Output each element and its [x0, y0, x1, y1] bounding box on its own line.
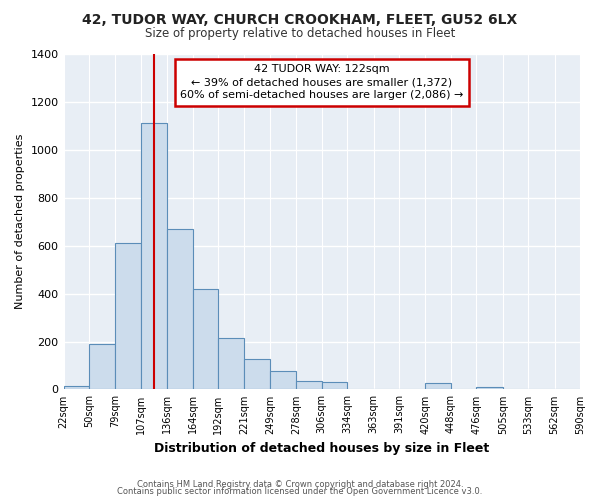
X-axis label: Distribution of detached houses by size in Fleet: Distribution of detached houses by size …: [154, 442, 490, 455]
Bar: [476, 387, 503, 390]
Bar: [167, 229, 193, 390]
Bar: [270, 372, 296, 390]
Bar: [296, 381, 322, 390]
Bar: [115, 244, 141, 390]
Text: 42 TUDOR WAY: 122sqm
← 39% of detached houses are smaller (1,372)
60% of semi-de: 42 TUDOR WAY: 122sqm ← 39% of detached h…: [180, 64, 463, 100]
Bar: [218, 338, 244, 390]
Bar: [193, 289, 218, 390]
Bar: [244, 360, 270, 390]
Text: 42, TUDOR WAY, CHURCH CROOKHAM, FLEET, GU52 6LX: 42, TUDOR WAY, CHURCH CROOKHAM, FLEET, G…: [82, 12, 518, 26]
Text: Contains HM Land Registry data © Crown copyright and database right 2024.: Contains HM Land Registry data © Crown c…: [137, 480, 463, 489]
Bar: [64, 386, 89, 390]
Y-axis label: Number of detached properties: Number of detached properties: [15, 134, 25, 310]
Bar: [425, 384, 451, 390]
Text: Size of property relative to detached houses in Fleet: Size of property relative to detached ho…: [145, 28, 455, 40]
Text: Contains public sector information licensed under the Open Government Licence v3: Contains public sector information licen…: [118, 488, 482, 496]
Bar: [89, 344, 115, 390]
Bar: [322, 382, 347, 390]
Bar: [141, 124, 167, 390]
